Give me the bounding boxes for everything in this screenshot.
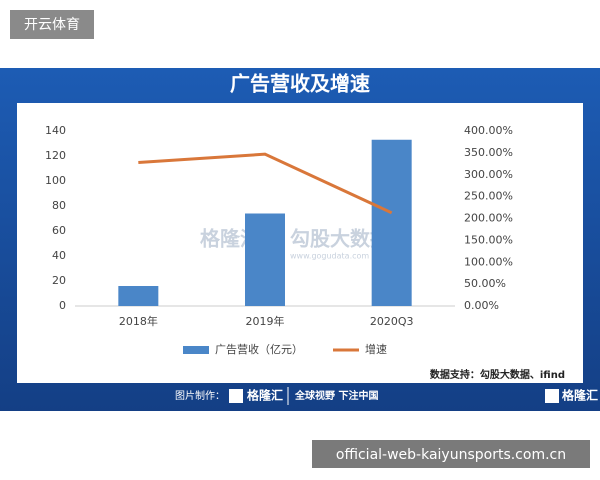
y-tick-label: 40: [52, 249, 66, 262]
y-tick-label: 100: [45, 174, 66, 187]
footer-brand: 格隆汇: [562, 388, 598, 403]
bar: [371, 139, 412, 306]
x-tick-label: 2020Q3: [370, 315, 414, 328]
footer-logo: 格隆汇: [247, 388, 283, 403]
page-label: 开云体育: [24, 17, 80, 33]
footer-slogan: 全球视野 下注中国: [294, 389, 378, 402]
y2-tick-label: 50.00%: [464, 277, 506, 290]
line: [138, 152, 393, 215]
y2-tick-label: 350.00%: [464, 146, 513, 159]
footer-credit: 图片制作：: [175, 389, 225, 402]
y-tick-label: 120: [45, 149, 66, 162]
url-box: [312, 440, 590, 468]
footer-logo-icon: [229, 389, 243, 403]
bar: [118, 286, 159, 306]
chart-panel: [17, 103, 583, 383]
y2-tick-label: 0.00%: [464, 299, 499, 312]
y-tick-label: 140: [45, 124, 66, 137]
y-tick-label: 20: [52, 274, 66, 287]
y-tick-label: 80: [52, 199, 66, 212]
y2-tick-label: 100.00%: [464, 255, 513, 268]
y2-tick-label: 400.00%: [464, 124, 513, 137]
legend-label: 增速: [365, 342, 387, 356]
footer-brand-icon: [545, 389, 559, 403]
y2-tick-label: 300.00%: [464, 168, 513, 181]
page-url: official-web-kaiyunsports.com.cn: [336, 447, 566, 463]
watermark-url: www.gogudata.com: [290, 252, 369, 261]
y-tick-label: 0: [59, 299, 66, 312]
source: 数据支持：勾股大数据、ifind: [430, 368, 565, 381]
x-tick-label: 2018年: [119, 314, 158, 328]
bar: [245, 213, 285, 306]
x-tick-label: 2019年: [246, 314, 285, 328]
y2-tick-label: 250.00%: [464, 190, 513, 203]
chart-title: 广告营收及增速: [230, 72, 370, 96]
label-box: [10, 10, 94, 39]
y2-tick-label: 150.00%: [464, 233, 513, 246]
legend-label: 广告营收（亿元）: [215, 342, 303, 356]
legend-swatch: [183, 346, 209, 354]
y2-tick-label: 200.00%: [464, 212, 513, 225]
y-tick-label: 60: [52, 224, 66, 237]
